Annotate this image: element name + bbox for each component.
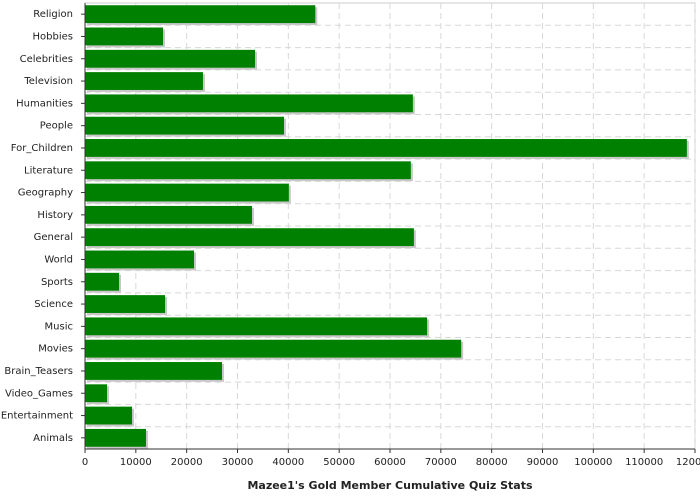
bar: [85, 384, 108, 403]
bar: [85, 116, 285, 135]
x-tick-label: 110000: [625, 457, 663, 468]
x-tick-label: 30000: [222, 457, 254, 468]
x-tick-label: 100000: [574, 457, 612, 468]
y-tick-label: Sports: [41, 277, 73, 288]
bar: [85, 183, 289, 202]
bar: [85, 27, 164, 46]
bar: [85, 272, 120, 291]
bar: [85, 317, 428, 336]
bar: [85, 161, 411, 180]
x-tick-label: 50000: [323, 457, 355, 468]
y-tick-label: Religion: [33, 9, 73, 20]
bar: [85, 72, 203, 90]
y-tick-label: Hobbies: [33, 31, 73, 42]
y-tick-label: Music: [45, 321, 73, 332]
y-tick-label: General: [34, 232, 73, 243]
bar: [85, 205, 252, 224]
y-tick-label: Entertainment: [1, 411, 73, 422]
bar: [85, 139, 687, 157]
y-tick-label: Geography: [18, 188, 73, 199]
y-tick-label: Brain_Teasers: [4, 366, 73, 377]
y-tick-label: World: [44, 254, 73, 265]
y-tick-label: History: [37, 210, 73, 221]
x-tick-label: 90000: [527, 457, 559, 468]
bar: [85, 228, 414, 247]
bar: [85, 49, 256, 68]
y-tick-label: Television: [23, 76, 73, 87]
y-tick-label: Science: [34, 299, 73, 310]
bar: [85, 339, 462, 358]
y-tick-label: Video_Games: [5, 388, 73, 399]
bar: [85, 295, 166, 313]
bar: [85, 250, 195, 269]
x-tick-label: 70000: [425, 457, 457, 468]
y-tick-label: Celebrities: [20, 54, 73, 65]
x-tick-label: 0: [82, 457, 88, 468]
y-tick-label: People: [40, 121, 73, 132]
x-axis-label: Mazee1's Gold Member Cumulative Quiz Sta…: [247, 479, 533, 492]
bar: [85, 5, 316, 24]
y-tick-label: Movies: [38, 344, 73, 355]
y-tick-label: Humanities: [16, 98, 73, 109]
x-tick-label: 10000: [120, 457, 152, 468]
x-tick-label: 20000: [171, 457, 203, 468]
bar: [85, 362, 222, 380]
y-tick-label: Animals: [33, 433, 73, 444]
x-tick-label: 120000: [676, 457, 700, 468]
bar: [85, 406, 133, 425]
y-tick-label: Literature: [24, 165, 73, 176]
bar: [85, 428, 146, 447]
x-tick-label: 60000: [374, 457, 406, 468]
x-tick-label: 80000: [476, 457, 508, 468]
y-tick-label: For_Children: [11, 143, 73, 154]
x-tick-label: 40000: [272, 457, 304, 468]
bar: [85, 94, 413, 113]
